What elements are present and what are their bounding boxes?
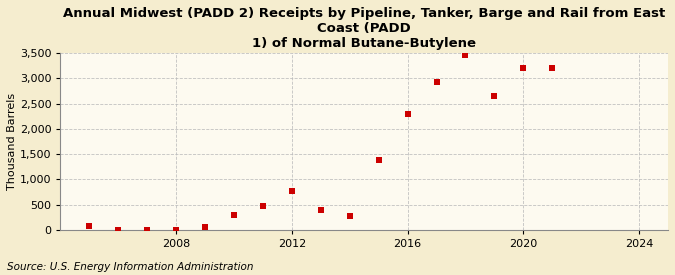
Point: [171, 228, 182, 232]
Point: [373, 158, 384, 163]
Point: [315, 208, 326, 212]
Title: Annual Midwest (PADD 2) Receipts by Pipeline, Tanker, Barge and Rail from East C: Annual Midwest (PADD 2) Receipts by Pipe…: [63, 7, 666, 50]
Point: [229, 213, 240, 217]
Point: [402, 112, 413, 116]
Point: [547, 66, 558, 71]
Point: [460, 53, 471, 57]
Point: [84, 224, 95, 228]
Point: [286, 189, 297, 194]
Point: [200, 225, 211, 229]
Y-axis label: Thousand Barrels: Thousand Barrels: [7, 93, 17, 190]
Text: Source: U.S. Energy Information Administration: Source: U.S. Energy Information Administ…: [7, 262, 253, 272]
Point: [518, 66, 529, 71]
Point: [113, 228, 124, 232]
Point: [431, 80, 442, 84]
Point: [344, 214, 355, 218]
Point: [142, 228, 153, 232]
Point: [489, 94, 500, 98]
Point: [258, 204, 269, 208]
